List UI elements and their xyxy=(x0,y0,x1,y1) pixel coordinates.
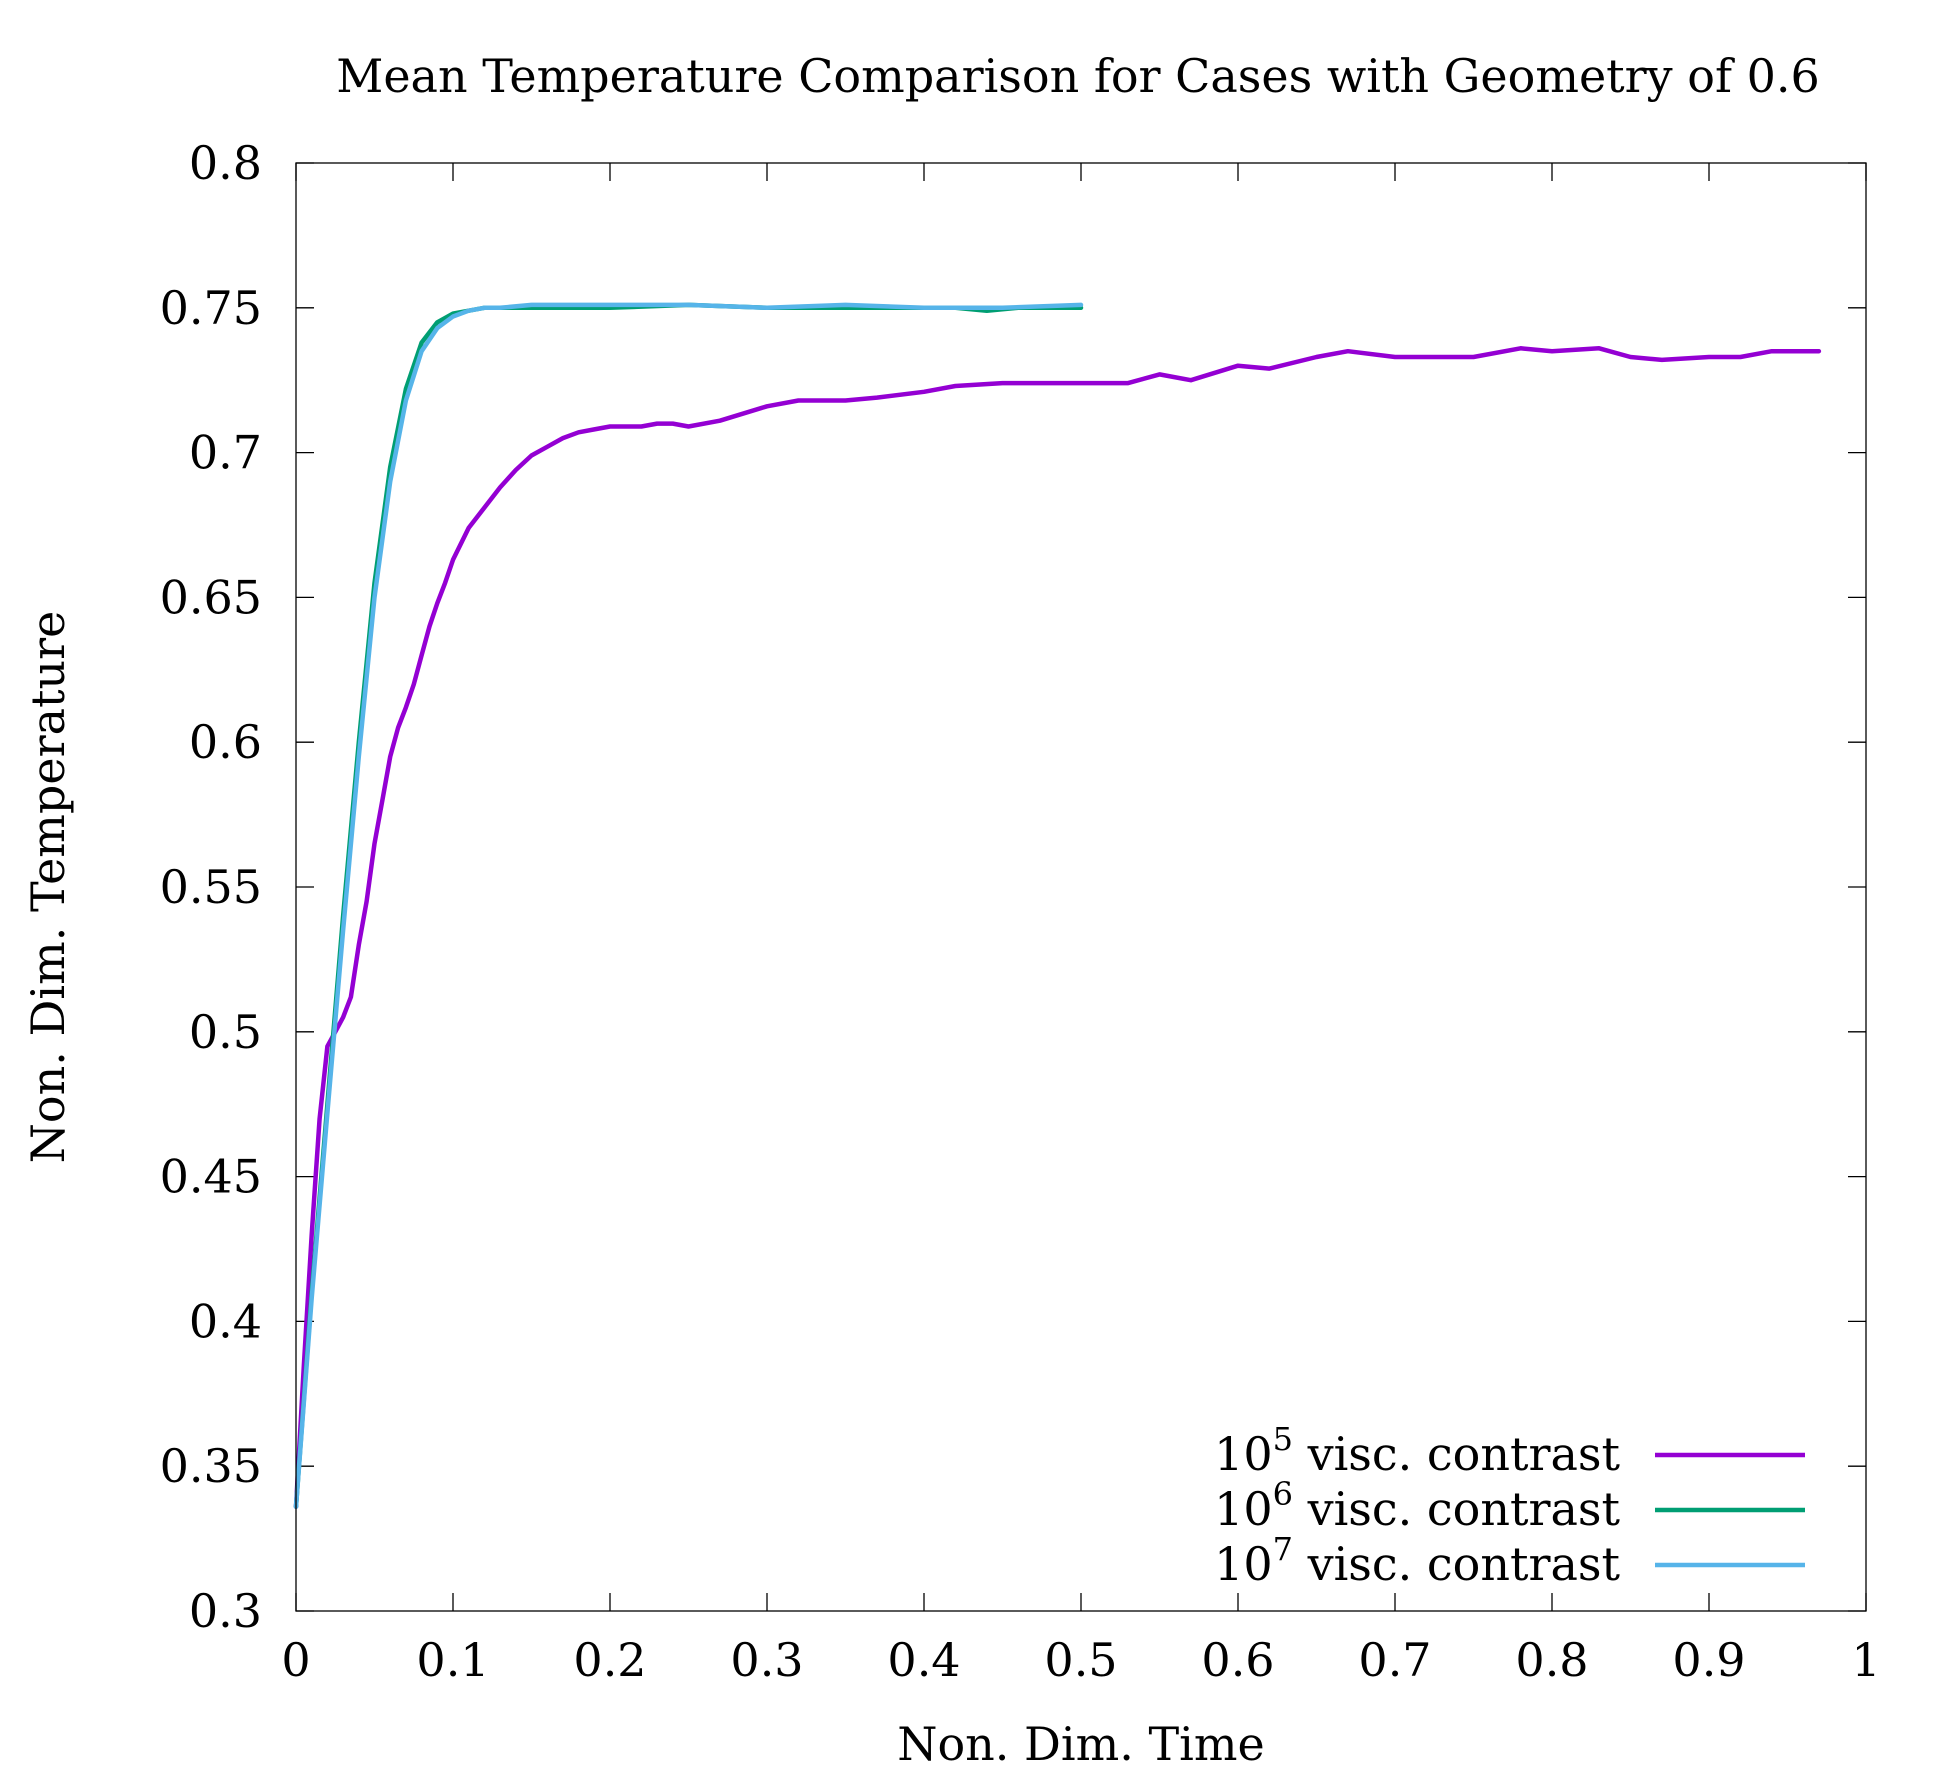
legend-base: 10 xyxy=(1214,1427,1273,1481)
x-tick-label: 0.7 xyxy=(1358,1633,1431,1687)
x-tick-label: 0.3 xyxy=(730,1633,803,1687)
x-tick-label: 0.5 xyxy=(1044,1633,1117,1687)
series-lines xyxy=(293,302,1822,1509)
legend-suffix: visc. contrast xyxy=(1293,1537,1621,1591)
y-tick-label: 0.7 xyxy=(189,426,262,480)
y-tick-label: 0.5 xyxy=(189,1005,262,1059)
legend-label-2: 106 visc. contrast xyxy=(1214,1475,1620,1536)
y-axis-title: Non. Dim. Temperature xyxy=(21,611,75,1164)
y-tick-label: 0.55 xyxy=(160,860,262,914)
y-tick-label: 0.75 xyxy=(160,281,262,335)
ticks: 0 0.1 0.2 0.3 0.4 0.5 0.6 0.7 0.8 0.9 1 0.3 0.35 0.4 0… xyxy=(160,136,1881,1687)
x-tick-label: 0.4 xyxy=(887,1633,960,1687)
legend-exponent: 5 xyxy=(1273,1420,1293,1458)
series-line-1 xyxy=(293,346,1822,1509)
y-tick-label: 0.65 xyxy=(160,570,262,624)
legend-base: 10 xyxy=(1214,1482,1273,1536)
x-tick-label: 0.1 xyxy=(416,1633,489,1687)
x-tick-label: 0 xyxy=(281,1633,310,1687)
legend-suffix: visc. contrast xyxy=(1293,1427,1621,1481)
plot-frame xyxy=(295,162,1867,1612)
y-tick-label: 0.35 xyxy=(160,1439,262,1493)
y-tick-label: 0.3 xyxy=(189,1584,262,1638)
legend-suffix: visc. contrast xyxy=(1293,1482,1621,1536)
legend-label-3: 107 visc. contrast xyxy=(1214,1530,1620,1591)
series-line-3 xyxy=(293,302,1084,1509)
x-axis-title: Non. Dim. Time xyxy=(897,1717,1265,1771)
legend-base: 10 xyxy=(1214,1537,1273,1591)
y-tick-label: 0.45 xyxy=(160,1150,262,1204)
legend-exponent: 6 xyxy=(1273,1475,1293,1513)
x-tick-label: 0.6 xyxy=(1201,1633,1274,1687)
x-tick-label: 1 xyxy=(1851,1633,1880,1687)
x-tick-label: 0.8 xyxy=(1515,1633,1588,1687)
chart-title: Mean Temperature Comparison for Cases wi… xyxy=(336,49,1820,103)
y-tick-label: 0.4 xyxy=(189,1294,262,1348)
y-tick-label: 0.6 xyxy=(189,715,262,769)
legend-exponent: 7 xyxy=(1273,1530,1293,1568)
y-tick-label: 0.8 xyxy=(189,136,262,190)
legend-label-1: 105 visc. contrast xyxy=(1214,1420,1620,1481)
x-tick-label: 0.2 xyxy=(573,1633,646,1687)
x-tick-label: 0.9 xyxy=(1672,1633,1745,1687)
